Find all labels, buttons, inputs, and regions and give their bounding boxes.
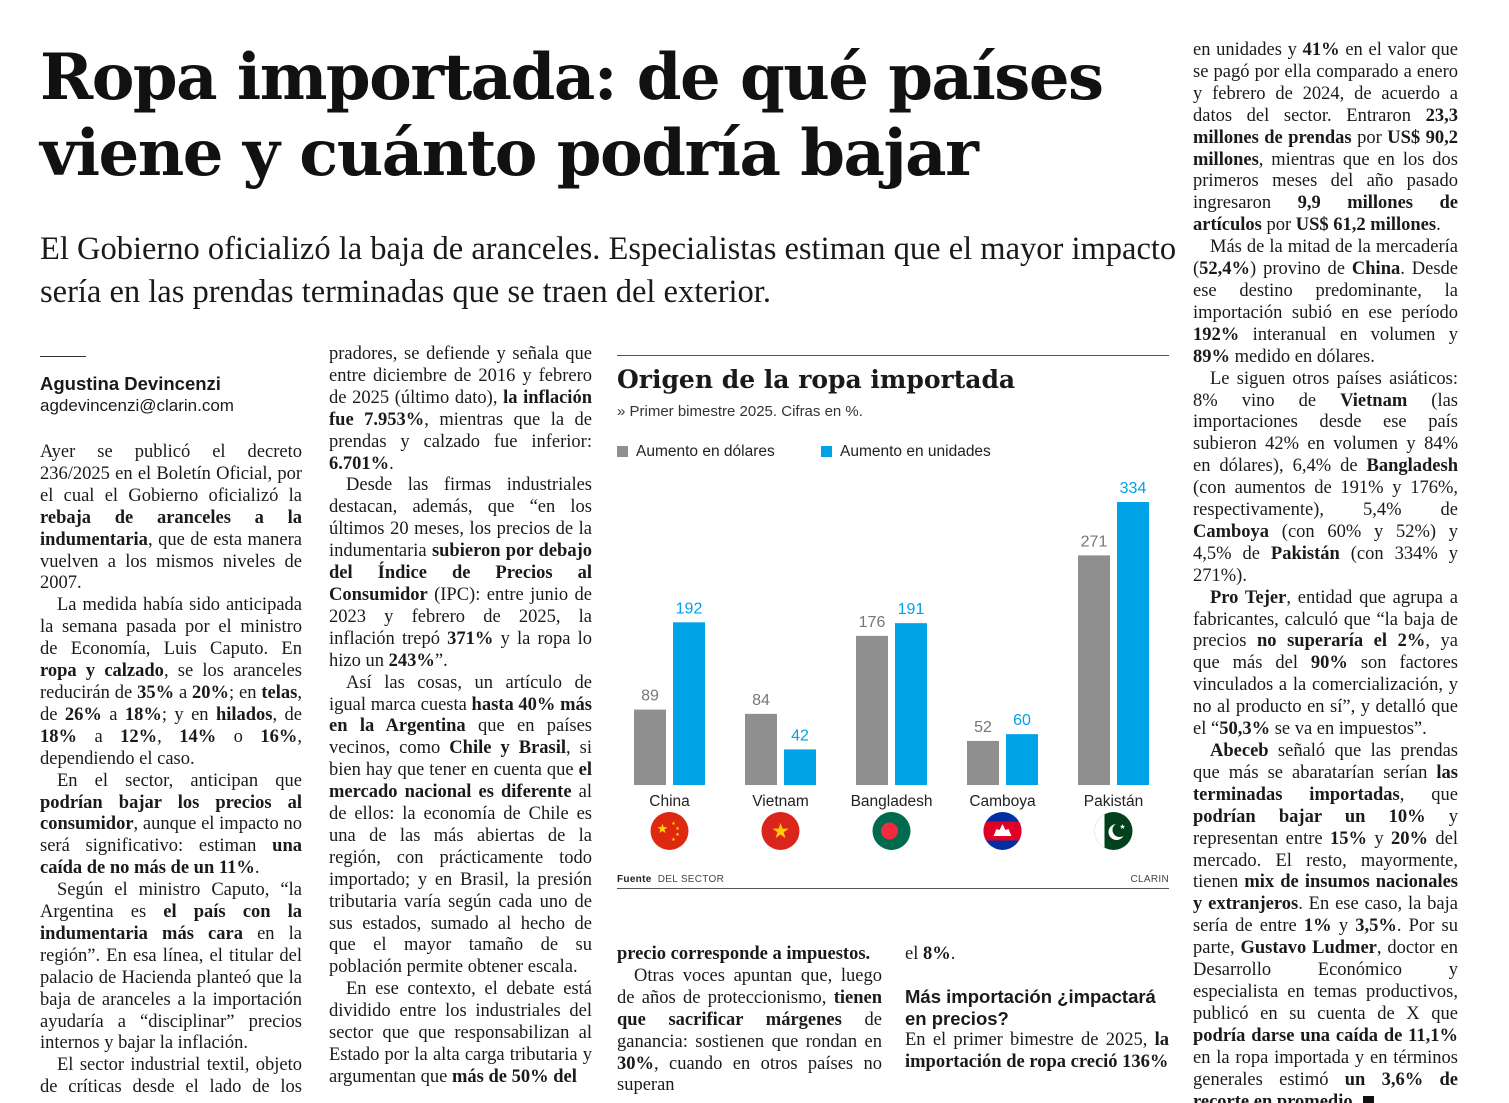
data-label-pakistan-units: 334	[1120, 480, 1147, 497]
author-name: Agustina Devincenzi	[40, 373, 221, 394]
paragraph: Le siguen otros países asiáticos: 8% vin…	[1193, 368, 1458, 586]
legend-swatch-dollars	[617, 446, 628, 457]
cambodia-flag-icon	[983, 812, 1022, 850]
chart-bottom-rule	[617, 888, 1169, 889]
category-label-pakistan: Pakistán	[1084, 793, 1143, 810]
svg-text:★: ★	[675, 826, 680, 832]
chart-footer: Fuente DEL SECTOR CLARIN	[617, 874, 1169, 885]
bar-pakistan-dollars	[1078, 555, 1110, 785]
legend-item-dollars: Aumento en dólares	[617, 443, 775, 461]
legend-label-units: Aumento en unidades	[840, 443, 991, 460]
data-label-pakistan-dollars: 271	[1081, 533, 1108, 550]
china-flag-icon: ★ ★★★★	[650, 812, 689, 850]
chart-container: Origen de la ropa importada » Primer bim…	[617, 355, 1169, 890]
article-column-3: precio corresponde a impuestos. Otras vo…	[617, 944, 882, 1097]
paragraph: Otras voces apuntan que, luego de años d…	[617, 965, 882, 1096]
paragraph: Según el ministro Caputo, “la Argentina …	[40, 880, 302, 1054]
paragraph: En el sector, anticipan que podrían baja…	[40, 770, 302, 879]
bangladesh-flag-icon	[872, 812, 911, 850]
paragraph: Pro Tejer, entidad que agrupa a fabrican…	[1193, 587, 1458, 740]
paragraph: La medida había sido anticipada la seman…	[40, 595, 303, 769]
paragraph: En el primer bimestre de 2025, la import…	[905, 1029, 1169, 1072]
bar-bangladesh-units	[895, 623, 927, 785]
paragraph: Abeceb señaló que las prendas que más se…	[1193, 741, 1458, 1103]
svg-text:★: ★	[657, 822, 669, 837]
paragraph: En ese contexto, el debate está dividido…	[329, 979, 592, 1087]
author-email: agdevincenzi@clarin.com	[40, 396, 234, 415]
pakistan-flag-icon: ★	[1094, 812, 1133, 850]
svg-text:★: ★	[671, 821, 676, 827]
bar-camboya-dollars	[967, 740, 999, 785]
chart-credit: CLARIN	[1130, 874, 1169, 885]
svg-text:★: ★	[1119, 823, 1125, 831]
article-column-4: el 8%. Más importación ¿impactará en pre…	[905, 944, 1169, 1074]
category-label-bangladesh: Bangladesh	[851, 793, 933, 810]
bar-pakistan-units	[1117, 502, 1149, 785]
bar-china-units	[673, 622, 705, 785]
data-label-camboya-units: 60	[1013, 712, 1031, 729]
headline: Ropa importada: de qué países viene y cu…	[40, 40, 1104, 191]
article-column-2: pradores, se defiende y señala que entre…	[329, 344, 592, 1089]
category-label-china: China	[649, 793, 690, 810]
vietnam-flag-icon: ★	[761, 812, 800, 850]
data-label-bangladesh-units: 191	[898, 601, 925, 618]
paragraph: El sector industrial textil, objeto de c…	[40, 1055, 302, 1103]
svg-text:★: ★	[771, 819, 790, 843]
paragraph: Desde las firmas industriales destacan, …	[329, 475, 592, 671]
svg-text:★: ★	[675, 832, 680, 838]
data-label-china-units: 192	[676, 600, 703, 617]
paragraph: Más de la mitad de la mercadería (52,4%)…	[1193, 237, 1458, 367]
source-text: DEL SECTOR	[657, 874, 725, 885]
paragraph: pradores, se defiende y señala que entre…	[329, 344, 592, 474]
chart-title: Origen de la ropa importada	[617, 365, 1016, 394]
data-label-camboya-dollars: 52	[974, 719, 992, 736]
article-column-1: Agustina Devincenzi agdevincenzi@clarin.…	[40, 344, 302, 1103]
data-label-vietnam-dollars: 84	[752, 692, 770, 709]
article-column-5: en unidades y 41% en el valor que se pag…	[1193, 40, 1458, 1103]
legend-label-dollars: Aumento en dólares	[636, 443, 775, 460]
legend-item-units: Aumento en unidades	[821, 443, 991, 461]
bar-vietnam-units	[784, 749, 816, 785]
category-label-vietnam: Vietnam	[752, 793, 809, 810]
paragraph: precio corresponde a impuestos.	[617, 944, 871, 964]
bar-vietnam-dollars	[745, 713, 777, 785]
data-label-vietnam-units: 42	[791, 727, 809, 744]
bar-bangladesh-dollars	[856, 635, 888, 785]
subheadline: El Gobierno oficializó la baja de arance…	[40, 231, 1177, 310]
chart-subtitle: » Primer bimestre 2025. Cifras en %.	[617, 403, 863, 420]
svg-text:★: ★	[671, 837, 676, 843]
paragraph: Ayer se publicó el decreto 236/2025 en e…	[40, 442, 302, 594]
crosshead: Más importación ¿impactará en precios?	[905, 985, 1156, 1029]
data-label-china-dollars: 89	[641, 688, 659, 705]
chart-top-rule	[617, 355, 1169, 356]
data-label-bangladesh-dollars: 176	[859, 614, 886, 631]
bar-camboya-units	[1006, 734, 1038, 785]
legend-swatch-units	[821, 446, 832, 457]
end-mark	[1363, 1095, 1375, 1103]
category-label-camboya: Camboya	[969, 793, 1036, 810]
paragraph: el 8%.	[905, 944, 956, 964]
paragraph: Así las cosas, un artículo de igual marc…	[329, 672, 593, 978]
byline-rule	[40, 356, 86, 357]
paragraph: en unidades y 41% en el valor que se pag…	[1193, 40, 1458, 236]
source-label: Fuente	[617, 874, 652, 885]
bar-china-dollars	[634, 709, 666, 785]
